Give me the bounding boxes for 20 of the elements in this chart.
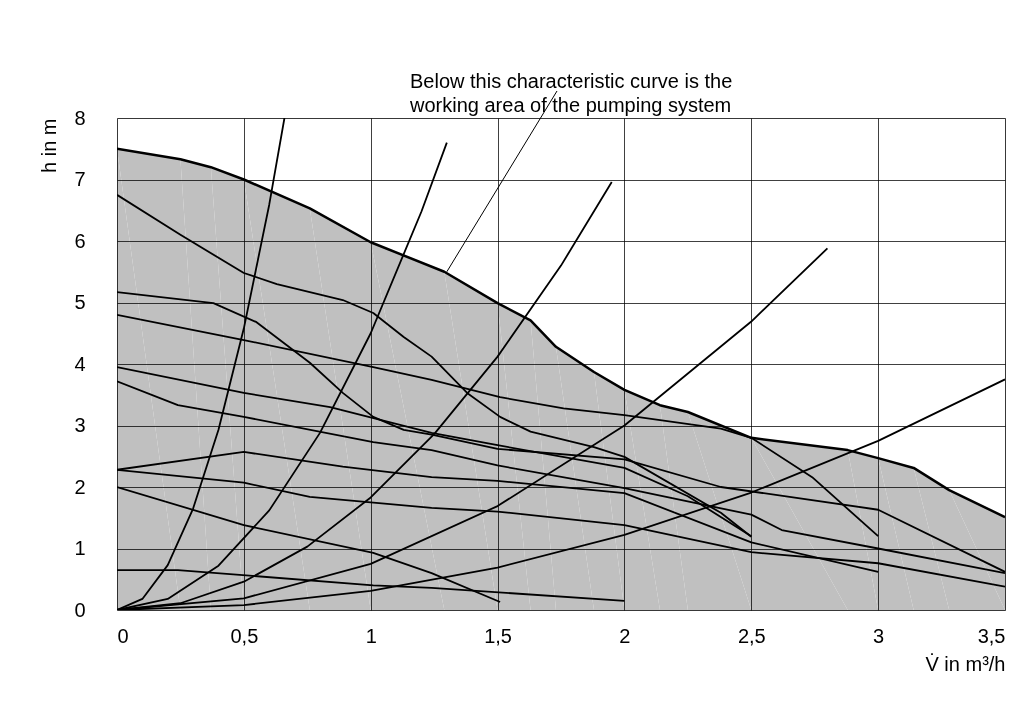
- y-tick-label: 0: [74, 598, 86, 621]
- y-tick-label: 4: [74, 352, 86, 375]
- y-tick-label: 2: [74, 475, 86, 498]
- x-tick-label: 2,5: [737, 624, 766, 647]
- x-axis-title: V̇ in m³/h: [925, 652, 1006, 675]
- annotation: Below this characteristic curve is the working area of the pumping system: [409, 70, 733, 116]
- y-tick-label: 1: [74, 537, 86, 559]
- y-tick-label: 5: [74, 291, 86, 313]
- y-axis-title: h in m: [38, 118, 61, 173]
- x-tick-label: 3: [873, 624, 885, 647]
- x-tick-label: 1,5: [484, 624, 512, 647]
- x-tick-label: 1: [365, 624, 377, 647]
- y-tick-label: 6: [74, 229, 86, 252]
- x-tick-label: 2: [619, 624, 631, 647]
- y-tick-label: 3: [74, 414, 86, 436]
- y-tick-label: 8: [74, 106, 86, 129]
- x-tick-label: 3,5: [977, 624, 1006, 647]
- y-tick-label: 7: [74, 168, 86, 190]
- x-tick-label: 0,5: [230, 624, 259, 647]
- x-tick-label: 0: [117, 624, 129, 647]
